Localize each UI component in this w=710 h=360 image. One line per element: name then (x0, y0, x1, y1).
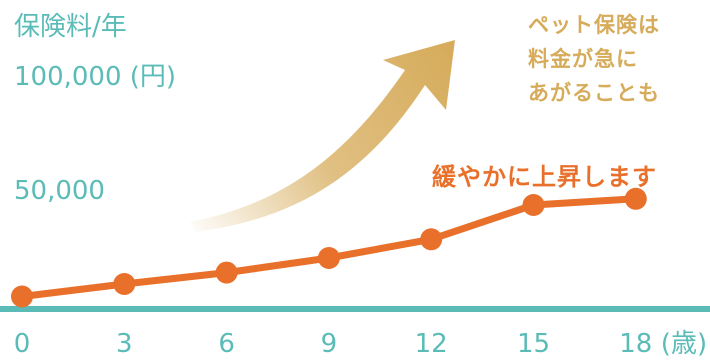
data-point (624, 187, 647, 210)
data-point (11, 285, 33, 308)
rising-annotation: ペット保険は 料金が急に あがることも (528, 13, 660, 105)
x-tick-label: 6 (218, 329, 235, 359)
x-tick-label: 0 (14, 329, 31, 359)
x-axis-unit: (歳) (661, 329, 707, 359)
x-tick-label: 18 (619, 329, 652, 359)
data-point (420, 228, 443, 251)
x-tick-label: 12 (415, 329, 448, 359)
gentle-annotation: 緩やかに上昇します (432, 163, 657, 191)
data-point (522, 194, 545, 216)
data-point (215, 261, 238, 284)
x-tick-label: 3 (116, 329, 133, 359)
x-tick-label: 9 (321, 329, 338, 359)
y-tick-label-100000: 100,000 (円) (14, 62, 177, 92)
data-point (317, 247, 340, 269)
chart-title: 保険料/年 (14, 12, 127, 42)
x-tick-label: 15 (517, 329, 550, 359)
rising-arrow (190, 40, 455, 232)
y-tick-label-50000: 50,000 (14, 176, 105, 206)
data-point (113, 273, 136, 295)
